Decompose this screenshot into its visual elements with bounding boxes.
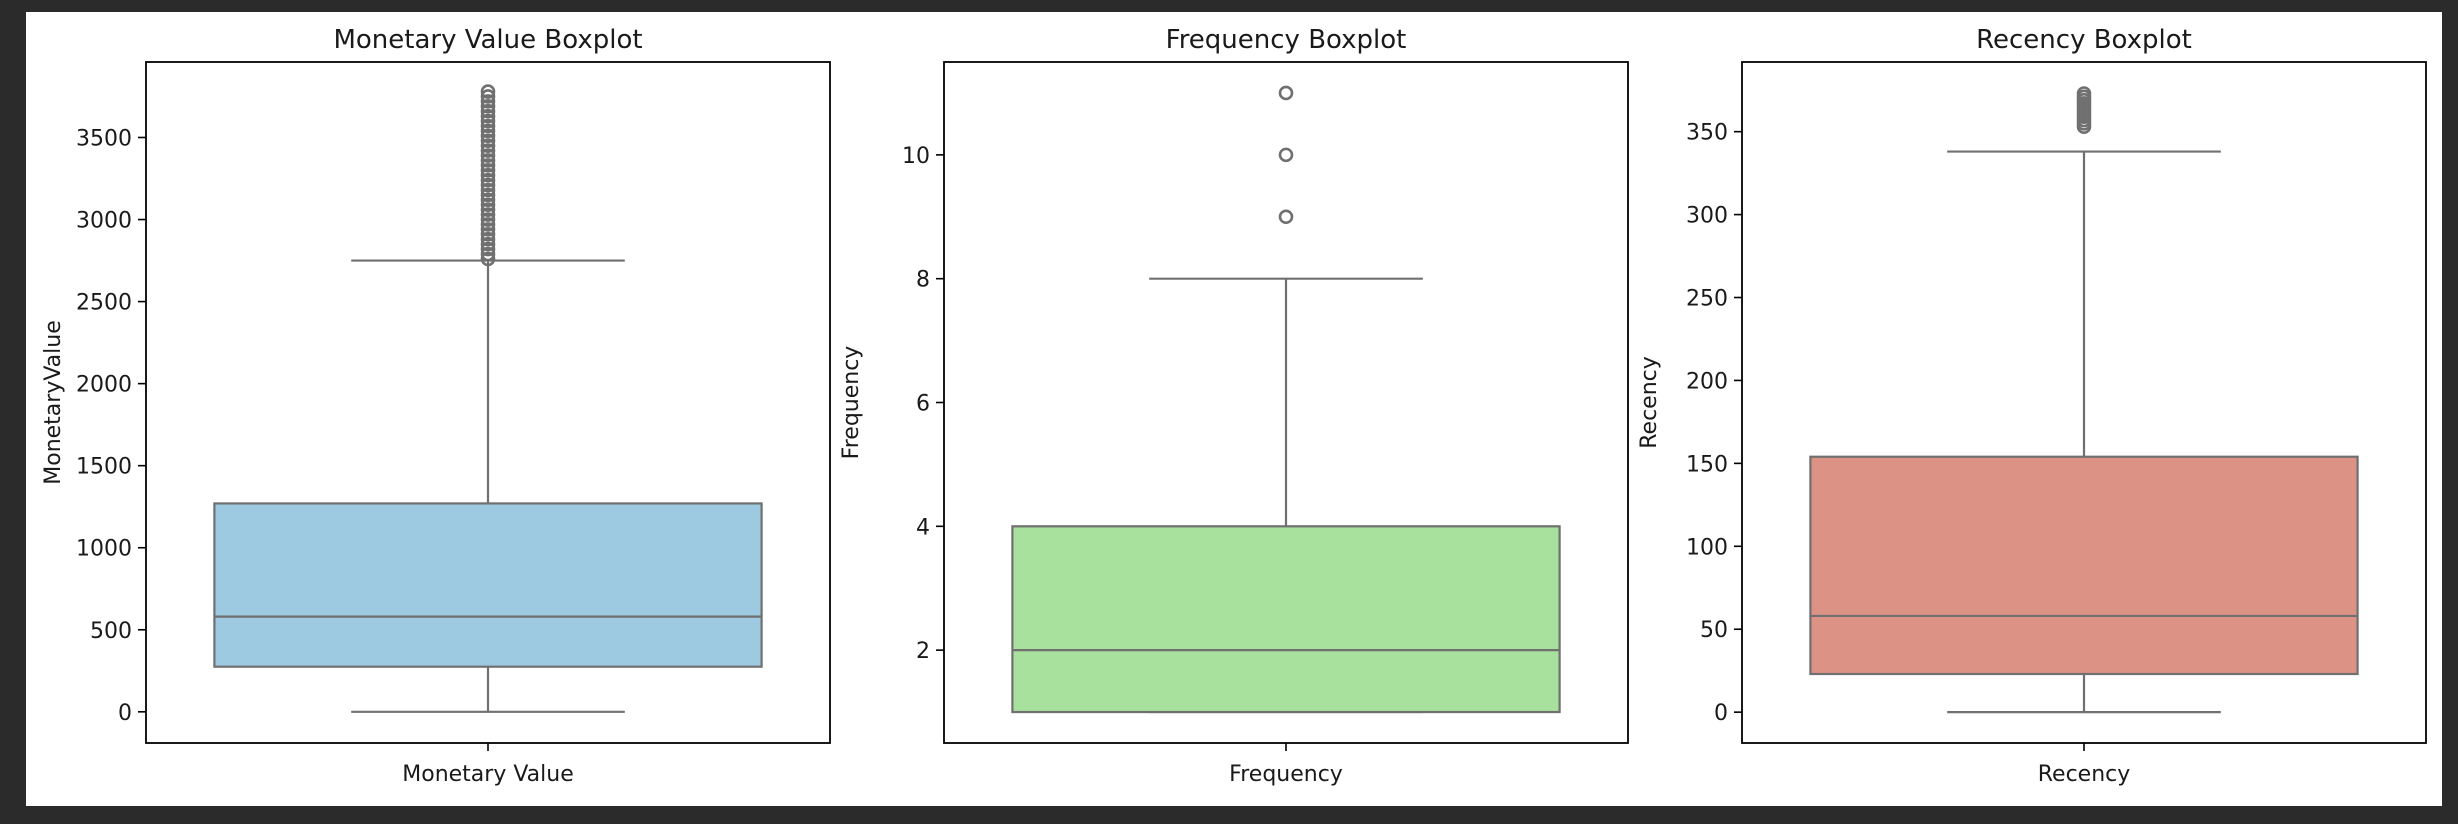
outlier-point [480,192,496,208]
y-tick-label: 350 [1686,121,1728,146]
plot-frame [145,61,831,744]
outlier-point [480,177,496,193]
box-iqr [213,502,763,668]
y-tick-label: 200 [1686,369,1728,394]
y-tick-label: 250 [1686,287,1728,312]
outlier-point [480,227,496,242]
outlier-point [480,182,496,198]
outlier-point [480,138,496,153]
box-iqr [1011,525,1561,714]
figure: Monetary Value Boxplot 0 500 1000 1500 2000 25… [26,12,2442,806]
outlier-point [480,108,496,124]
y-axis-label: Frequency [839,346,864,460]
y-tick-label: 2500 [76,291,132,316]
x-tick-label: Monetary Value [402,762,574,787]
chart-title: Monetary Value Boxplot [333,25,642,55]
outlier-point [480,187,496,203]
boxplot-figure: Monetary Value Boxplot050010001500200025… [41,25,2427,787]
outlier-point [2076,86,2092,101]
subplot-1: Monetary Value Boxplot 0 500 1000 1500 2000 25… [41,25,831,787]
outlier-point [1278,209,1294,225]
outlier-point [480,251,496,267]
y-tick-label: 500 [90,619,132,644]
outlier-point [1278,85,1294,101]
chart-title: Recency Boxplot [1976,25,2192,55]
outlier-point [480,172,496,188]
box-iqr [1809,455,2359,676]
y-tick-label: 1500 [76,455,132,480]
outlier-point [480,222,496,237]
chart-title: Frequency Boxplot [1166,25,1407,55]
outlier-point [480,217,496,232]
y-tick-label: 1000 [76,537,132,562]
outlier-point [480,89,496,104]
outlier-point [480,133,496,149]
outlier-point [480,143,496,158]
plot-frame [1741,61,2427,744]
outlier-point [480,158,496,173]
y-axis-label: Recency [1637,356,1662,449]
outlier-point [480,128,496,144]
outlier-point [480,167,496,183]
outlier-point [480,99,496,114]
y-tick-label: 6 [916,392,930,417]
outlier-point [480,246,496,262]
outlier-point [480,241,496,257]
outlier-point [480,123,496,139]
y-tick-label: 50 [1700,618,1728,643]
outlier-point [480,202,496,217]
y-tick-label: 10 [902,144,930,169]
outlier-point [480,94,496,109]
outlier-point [480,148,496,163]
plot-frame [943,61,1629,744]
outlier-point [480,197,496,213]
y-tick-label: 4 [916,515,930,540]
y-tick-label: 0 [118,701,132,726]
y-tick-label: 3000 [76,209,132,234]
outlier-point [480,231,496,247]
outlier-point [480,113,496,129]
outlier-point [480,207,496,222]
x-tick-label: Frequency [1229,762,1343,787]
y-tick-label: 300 [1686,204,1728,229]
x-tick-label: Recency [2038,762,2131,787]
y-tick-label: 100 [1686,535,1728,560]
y-tick-label: 2000 [76,373,132,398]
outlier-point [480,118,496,134]
y-tick-label: 0 [1714,701,1728,726]
subplot-2: Frequency Boxplot 2 4 6 8 10 Frequency Frequenc… [839,25,1629,787]
y-tick-label: 2 [916,639,930,664]
outlier-point [480,84,496,99]
outlier-point [480,103,496,119]
y-tick-label: 8 [916,268,930,293]
y-tick-label: 150 [1686,452,1728,477]
y-axis-label: MonetaryValue [41,320,66,485]
outlier-point [1278,147,1294,163]
outlier-point [480,212,496,227]
outlier-point [480,163,496,178]
y-tick-label: 3500 [76,126,132,151]
outlier-point [480,153,496,168]
outlier-point [480,236,496,252]
subplot-3: Recency Boxplot 0 50 100 150 200 250 300 350 Rece… [1637,25,2427,787]
